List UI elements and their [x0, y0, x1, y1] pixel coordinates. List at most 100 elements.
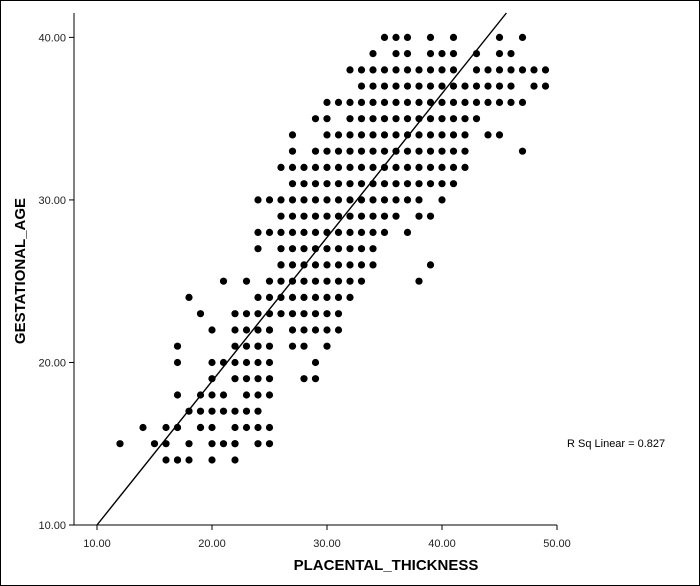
data-point [380, 98, 389, 106]
data-point [346, 180, 354, 188]
data-point [277, 212, 285, 220]
data-point [380, 66, 389, 74]
data-point [484, 82, 492, 90]
data-point [254, 342, 262, 350]
data-point [265, 342, 274, 350]
data-point [369, 147, 377, 155]
data-point [380, 196, 389, 204]
data-point [392, 131, 400, 139]
data-point [438, 163, 446, 171]
data-point [208, 391, 216, 399]
data-point [495, 98, 504, 106]
data-point [392, 180, 400, 188]
data-point [449, 82, 458, 90]
data-point [426, 115, 435, 123]
data-point [461, 163, 469, 171]
data-point [369, 163, 377, 171]
x-tick-label: 20.00 [198, 538, 226, 550]
data-point [346, 131, 354, 139]
data-point [438, 147, 446, 155]
data-point [219, 391, 228, 399]
data-point [507, 66, 515, 74]
data-point [288, 196, 297, 204]
data-point [449, 147, 458, 155]
data-point [311, 293, 320, 301]
data-point [357, 180, 366, 188]
data-point [231, 440, 239, 448]
data-point [507, 98, 515, 106]
data-point [323, 261, 331, 269]
data-point [426, 212, 435, 220]
data-point [173, 391, 182, 399]
data-point [334, 293, 343, 301]
data-point [380, 131, 389, 139]
data-point [265, 358, 274, 367]
data-point [495, 66, 504, 74]
data-point [288, 180, 297, 188]
data-point [334, 228, 343, 236]
data-point [449, 33, 458, 42]
data-point [277, 261, 285, 269]
data-point [231, 342, 239, 350]
data-point [288, 261, 297, 269]
data-point [323, 98, 331, 106]
data-point [426, 131, 435, 139]
data-point [369, 66, 377, 74]
data-point [139, 423, 147, 432]
data-point [265, 196, 274, 204]
data-point [311, 180, 320, 188]
data-point [265, 423, 274, 432]
data-point [334, 245, 343, 253]
data-point [288, 131, 297, 139]
data-point [438, 196, 446, 204]
data-point [484, 98, 492, 106]
data-point [369, 131, 377, 139]
data-point [403, 163, 412, 171]
y-tick-label: 10.00 [38, 520, 66, 532]
data-point [403, 66, 412, 74]
data-point [380, 147, 389, 155]
data-point [380, 228, 389, 236]
data-point [392, 50, 400, 58]
data-point [403, 98, 412, 106]
data-point [265, 440, 274, 448]
x-tick-label: 50.00 [543, 538, 571, 550]
data-point [300, 163, 308, 171]
data-point [507, 50, 515, 58]
data-point [518, 147, 527, 155]
data-point [392, 212, 400, 220]
data-point [311, 115, 320, 123]
data-point [242, 375, 251, 383]
data-point [369, 212, 377, 220]
x-tick-label: 10.00 [83, 538, 111, 550]
data-point [357, 277, 366, 285]
data-point [334, 147, 343, 155]
data-point [438, 131, 446, 139]
data-point [392, 163, 400, 171]
data-point [277, 228, 285, 236]
data-point [415, 212, 423, 220]
data-point [219, 358, 228, 367]
data-point [323, 147, 331, 155]
fit-line [96, 12, 507, 526]
data-point [323, 277, 331, 285]
data-point [265, 310, 274, 318]
data-point [438, 180, 446, 188]
data-point [300, 228, 308, 236]
data-point [495, 50, 504, 58]
data-point [185, 293, 193, 301]
data-point [196, 407, 205, 415]
data-point [311, 196, 320, 204]
data-point [277, 245, 285, 253]
data-point [426, 82, 435, 90]
data-point [311, 358, 320, 367]
data-point [541, 82, 550, 90]
data-point [173, 342, 182, 350]
data-point [196, 423, 205, 432]
data-point [334, 98, 343, 106]
data-point [392, 196, 400, 204]
data-point [300, 196, 308, 204]
data-point [472, 66, 481, 74]
data-point [346, 261, 354, 269]
